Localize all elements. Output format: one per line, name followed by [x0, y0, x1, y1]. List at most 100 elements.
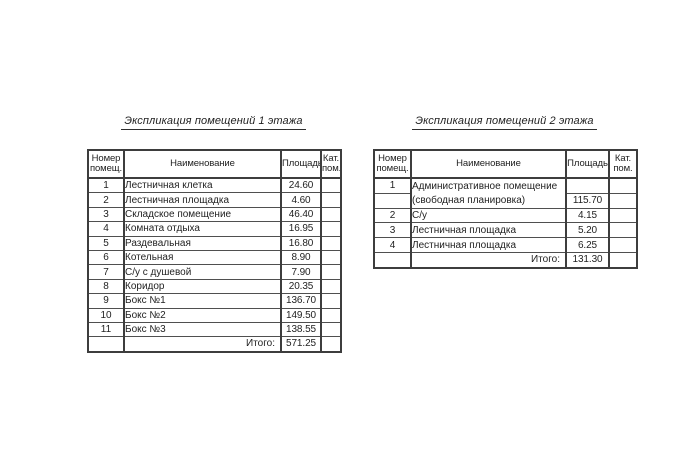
table-row: (свободная планировка) 115.70 [374, 193, 637, 209]
cell-number: 8 [88, 279, 125, 295]
table-row: 2 С/у 4.15 [374, 208, 637, 224]
table-row: 10 Бокс №2 149.50 [88, 308, 341, 323]
header-number: Номер помещ. [88, 150, 125, 179]
cell-area: 149.50 [281, 308, 322, 323]
cell-number: 9 [88, 293, 125, 309]
table-title-floor1-text: Экспликация помещений 1 этажа [121, 114, 306, 130]
table-row: 8 Коридор 20.35 [88, 279, 341, 295]
total-row: Итого: 131.30 [374, 252, 637, 269]
table-row: 1 Административное помещение [374, 178, 637, 194]
cell-area: 4.15 [566, 208, 610, 224]
cell-category [321, 336, 341, 353]
cell-number [374, 252, 412, 269]
cell-number: 4 [374, 237, 412, 253]
header-category: Кат. пом. [321, 150, 341, 179]
cell-category [609, 208, 637, 224]
cell-area: 136.70 [281, 293, 322, 309]
cell-area: 138.55 [281, 322, 322, 338]
explication-table-floor1: Номер помещ. Наименование Площадь Кат. п… [87, 149, 342, 353]
table-title-floor2: Экспликация помещений 2 этажа [373, 113, 636, 130]
cell-name: Лестничная клетка [124, 178, 282, 194]
cell-name: Коридор [124, 279, 282, 295]
total-value: 131.30 [566, 252, 610, 269]
cell-area: 16.80 [281, 236, 322, 251]
header-name: Наименование [411, 150, 567, 179]
cell-category [609, 237, 637, 253]
cell-name: Лестничная площадка [411, 237, 567, 253]
cell-number: 7 [88, 264, 125, 280]
cell-name: (свободная планировка) [411, 193, 567, 209]
cell-area: 6.25 [566, 237, 610, 253]
cell-area: 5.20 [566, 222, 610, 239]
cell-name: С/у с душевой [124, 264, 282, 280]
table-row: 6 Котельная 8.90 [88, 250, 341, 266]
cell-category [321, 279, 341, 295]
cell-number: 2 [88, 192, 125, 208]
table-title-floor1: Экспликация помещений 1 этажа [87, 113, 340, 130]
cell-number: 3 [88, 207, 125, 223]
cell-name: Комната отдыха [124, 221, 282, 237]
explication-table-floor2: Номер помещ. Наименование Площадь Кат. п… [373, 149, 638, 269]
table-row: 3 Лестничная площадка 5.20 [374, 222, 637, 239]
cell-area: 8.90 [281, 250, 322, 266]
cell-name: Раздевальная [124, 236, 282, 251]
cell-number: 3 [374, 222, 412, 239]
total-label: Итого: [411, 252, 567, 269]
cell-number [374, 193, 412, 209]
cell-number: 1 [88, 178, 125, 194]
header-area: Площадь [281, 150, 322, 179]
cell-category [321, 250, 341, 266]
cell-area: 7.90 [281, 264, 322, 280]
cell-category [321, 207, 341, 223]
cell-name: Складское помещение [124, 207, 282, 223]
cell-name: Бокс №2 [124, 308, 282, 323]
table-row: 11 Бокс №3 138.55 [88, 322, 341, 338]
table-row: 5 Раздевальная 16.80 [88, 236, 341, 251]
table-row: 4 Комната отдыха 16.95 [88, 221, 341, 237]
cell-category [609, 178, 637, 194]
cell-category [321, 192, 341, 208]
total-value: 571.25 [281, 336, 322, 353]
table-row: 2 Лестничная площадка 4.60 [88, 192, 341, 208]
cell-number: 5 [88, 236, 125, 251]
cell-area: 16.95 [281, 221, 322, 237]
cell-name: С/у [411, 208, 567, 224]
header-name: Наименование [124, 150, 282, 179]
cell-area: 46.40 [281, 207, 322, 223]
cell-category [609, 222, 637, 239]
cell-area [566, 178, 610, 194]
cell-name: Лестничная площадка [411, 222, 567, 239]
cell-area: 115.70 [566, 193, 610, 209]
cell-number: 4 [88, 221, 125, 237]
explication-floor2-block: Экспликация помещений 2 этажа Номер поме… [373, 113, 638, 269]
header-category: Кат. пом. [609, 150, 637, 179]
cell-number: 6 [88, 250, 125, 266]
total-row: Итого: 571.25 [88, 336, 341, 353]
table-row: 9 Бокс №1 136.70 [88, 293, 341, 309]
cell-category [321, 236, 341, 251]
cell-name: Котельная [124, 250, 282, 266]
explication-floor1-block: Экспликация помещений 1 этажа Номер поме… [87, 113, 342, 353]
table-row: 1 Лестничная клетка 24.60 [88, 178, 341, 194]
cell-name: Бокс №3 [124, 322, 282, 338]
cell-category [321, 178, 341, 194]
cell-area: 4.60 [281, 192, 322, 208]
table-title-floor2-text: Экспликация помещений 2 этажа [412, 114, 597, 130]
cell-category [321, 322, 341, 338]
cell-category [609, 252, 637, 269]
header-number: Номер помещ. [374, 150, 412, 179]
table-row: 3 Складское помещение 46.40 [88, 207, 341, 223]
header-area: Площадь [566, 150, 610, 179]
table-row: 7 С/у с душевой 7.90 [88, 264, 341, 280]
cell-area: 24.60 [281, 178, 322, 194]
cell-category [321, 221, 341, 237]
cell-name: Административное помещение [411, 178, 567, 194]
cell-category [321, 264, 341, 280]
total-label: Итого: [124, 336, 282, 353]
cell-category [321, 293, 341, 309]
cell-number: 2 [374, 208, 412, 224]
cell-category [609, 193, 637, 209]
cell-number: 10 [88, 308, 125, 323]
cell-number: 11 [88, 322, 125, 338]
